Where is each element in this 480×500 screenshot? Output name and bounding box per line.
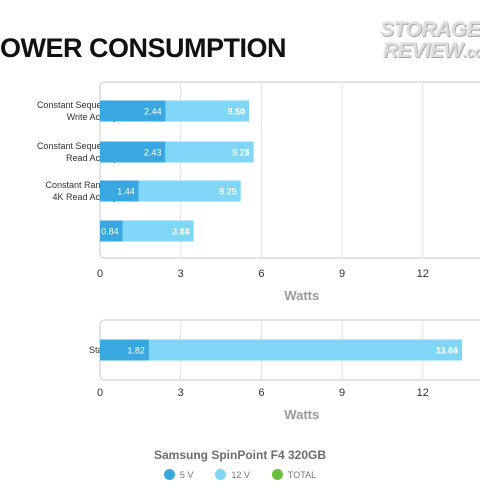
data-label-12-v: 3.79 — [219, 187, 237, 197]
bar-5-v — [100, 180, 139, 202]
x-tick-label: 3 — [178, 268, 184, 280]
data-label-total: 5.54 — [227, 107, 245, 117]
data-label-total: 5.71 — [232, 148, 250, 158]
drive-model-title: Samsung SpinPoint F4 320GB — [153, 448, 327, 462]
legend-swatch — [215, 469, 227, 480]
storagereview-logo: STORAGE REVIEW.com — [380, 18, 480, 68]
legend-swatch — [271, 469, 283, 480]
x-tick-label: 3 — [178, 387, 184, 399]
legend-label: TOTAL — [287, 469, 317, 480]
category-label-constant-random-4k-read-activity: Constant Random 4K Read Activity — [45, 180, 118, 202]
data-label-12-v: 11.64 — [436, 346, 458, 356]
x-tick-label: 9 — [339, 387, 345, 399]
logo-line-1: STORAGE — [380, 18, 480, 41]
x-tick-label: 12 — [417, 387, 429, 399]
legend-item-12-v: 12 V — [215, 469, 250, 480]
data-label-total: 3.48 — [172, 227, 190, 237]
main-chart-panel: 0 3 6 9 12 Watts Constant Sequential Write Acti… — [37, 81, 480, 303]
bar-5-v — [100, 141, 166, 163]
bar-12-v — [165, 141, 254, 163]
x-tick-label: 9 — [339, 268, 345, 280]
plot-area — [99, 81, 480, 259]
data-label-5-v: 2.44 — [144, 107, 162, 117]
data-label-5-v: 2.43 — [144, 148, 162, 158]
legend-label: 12 V — [231, 469, 250, 480]
bar-5-v — [100, 100, 166, 122]
chart-legend: 5 V 12 V TOTAL — [0, 469, 480, 480]
logo-suffix: .com — [462, 44, 480, 61]
data-label-12-v: 2.64 — [172, 227, 190, 237]
legend-item-5-v: 5 V — [163, 469, 194, 480]
data-label-12-v: 3.28 — [232, 148, 250, 158]
data-label-12-v: 3.10 — [227, 107, 245, 117]
data-label-5-v: 0.84 — [101, 227, 119, 237]
x-tick-label: 6 — [258, 268, 264, 280]
bar-12-v — [138, 180, 241, 202]
bar-12-v — [165, 100, 250, 122]
data-label-5-v: 1.44 — [117, 187, 135, 197]
category-label-constant-sequential-read-activity: Constant Sequential Read Activity — [37, 141, 119, 163]
legend-swatch — [163, 469, 175, 480]
x-axis-title: Watts — [284, 407, 319, 422]
legend-label: 5 V — [179, 469, 194, 480]
bar-5-v — [100, 220, 123, 242]
data-label-5-v: 1.82 — [127, 346, 145, 356]
data-label-total: 5.23 — [219, 187, 237, 197]
category-label-constant-sequential-write-activity: Constant Sequential Write Activity — [37, 100, 119, 122]
logo-line-2: REVIEW.com — [383, 39, 480, 63]
logo-line-2-word: REVIEW — [383, 39, 463, 62]
x-tick-label: 0 — [97, 387, 103, 399]
x-axis-title: Watts — [284, 288, 319, 303]
chart-title: OWER CONSUMPTION — [0, 33, 287, 63]
bar-5-v — [100, 339, 149, 361]
bar-12-v — [148, 339, 463, 361]
bar-12-v — [122, 220, 194, 242]
x-tick-label: 6 — [258, 387, 264, 399]
legend-item-total: TOTAL — [271, 469, 317, 480]
data-label-total: 13.46 — [436, 346, 459, 356]
x-tick-label: 0 — [97, 268, 103, 280]
x-tick-label: 12 — [417, 268, 429, 280]
